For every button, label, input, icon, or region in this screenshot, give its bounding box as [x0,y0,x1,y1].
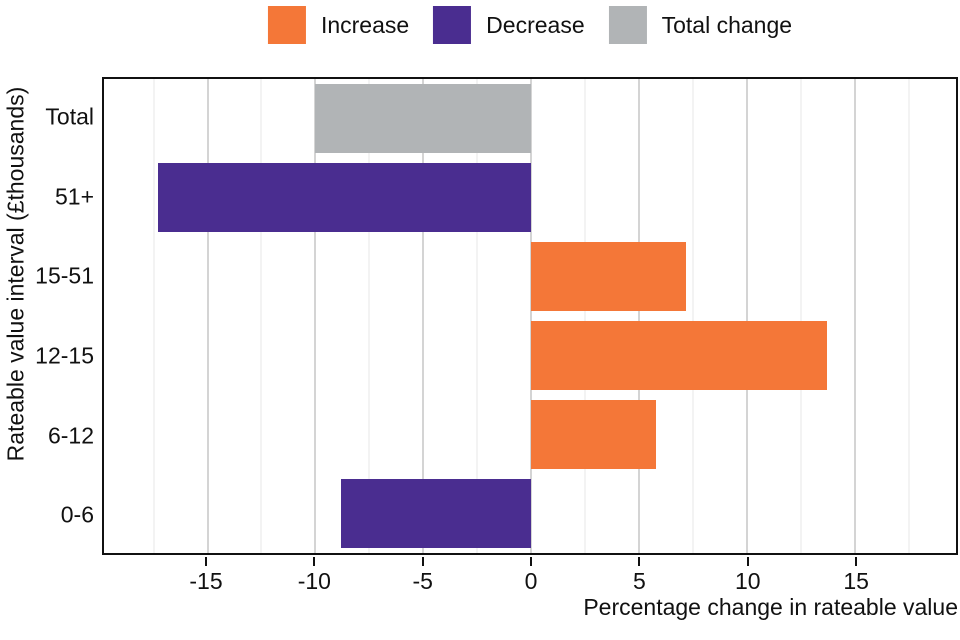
major-gridline [637,79,640,553]
bar-0-6 [341,478,532,549]
minor-gridline [476,79,478,553]
y-category-label-51: 51+ [54,183,94,209]
x-tick-label: -15 [189,568,223,594]
minor-gridline [800,79,802,553]
y-axis-category-labels: Total 51+ 15-51 12-15 6-12 0-6 [0,77,94,555]
x-tick-label: 0 [524,568,538,594]
x-axis-title: Percentage change in rateable value [583,594,958,620]
x-tick-mark [313,557,316,566]
x-tick-label: 5 [633,568,646,594]
legend-swatch-increase [267,6,306,44]
x-tick-label: -10 [297,568,331,594]
x-tick-mark [530,557,533,566]
bar-12-15 [531,320,827,391]
legend-label: Total change [661,12,793,38]
x-tick-mark [855,557,858,566]
x-tick-label: -5 [412,568,433,594]
y-category-label-6-12: 6-12 [47,422,94,448]
legend-swatch-total-change [608,6,647,44]
x-tick-label: 15 [843,568,869,594]
bar-6-12 [531,399,657,470]
chart-legend: Increase Decrease Total change [267,6,793,44]
x-axis-ticks: -15 -10 -5 0 5 10 15 [102,555,958,617]
major-gridline [530,79,533,553]
y-category-label-total: Total [45,103,94,130]
bar-51 [157,162,532,233]
y-category-label-15-51: 15-51 [35,262,94,289]
x-tick-mark [205,557,208,566]
x-tick-label: 10 [734,568,761,594]
legend-item-decrease: Decrease [433,6,585,44]
x-tick-mark [421,557,424,566]
major-gridline [853,79,856,553]
minor-gridline [368,79,370,553]
minor-gridline [692,79,694,553]
legend-label: Increase [320,12,410,38]
legend-label: Decrease [486,12,585,38]
minor-gridline [260,79,262,553]
legend-swatch-decrease [433,6,472,44]
bar-15-51 [531,241,687,312]
x-tick-mark [638,557,641,566]
x-tick-mark [746,557,749,566]
plot-panel [102,77,958,555]
minor-gridline [153,79,155,553]
major-gridline [422,79,425,553]
major-gridline [314,79,317,553]
y-category-label-0-6: 0-6 [60,501,94,528]
legend-item-increase: Increase [267,6,410,44]
bar-total [315,83,532,154]
minor-gridline [908,79,910,553]
major-gridline [745,79,748,553]
minor-gridline [584,79,586,553]
y-category-label-12-15: 12-15 [35,342,94,369]
major-gridline [206,79,209,553]
legend-item-total-change: Total change [608,6,793,44]
